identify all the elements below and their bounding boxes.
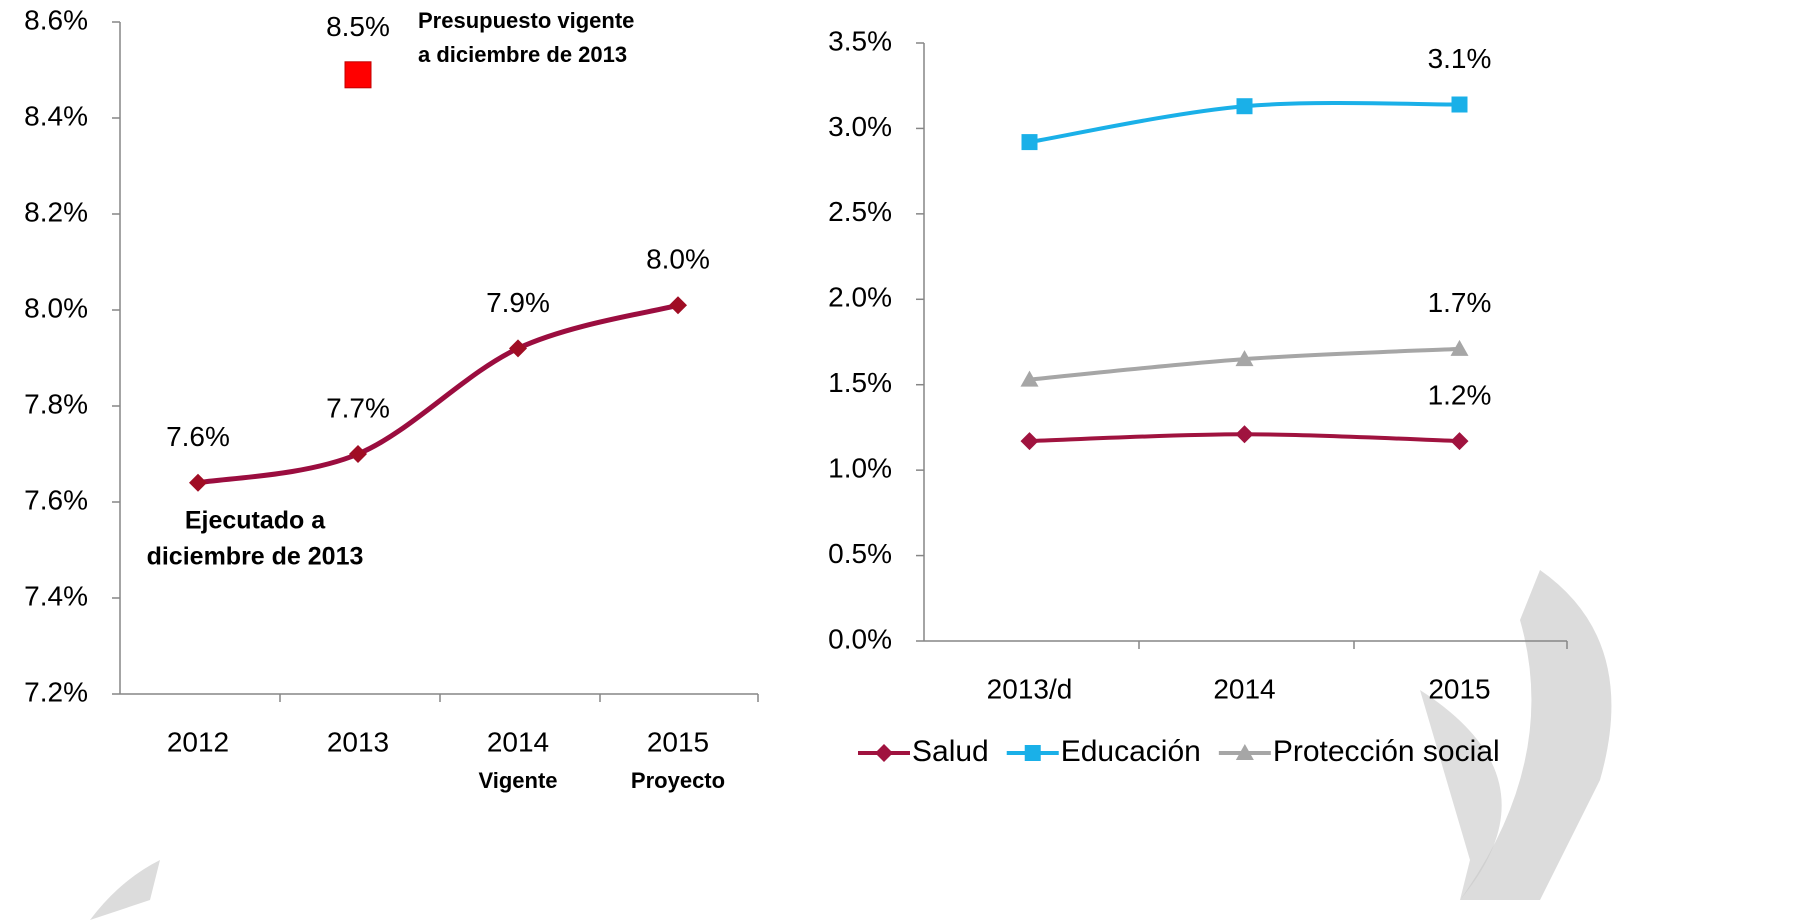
y-tick-label: 2.5% [828, 196, 892, 227]
marker [1021, 134, 1038, 151]
x-tick-label: 2014 [1213, 673, 1275, 704]
watermark [90, 860, 160, 920]
marker [349, 445, 367, 463]
x-tick-label: 2012 [167, 726, 229, 757]
marker [344, 61, 372, 89]
annotation: Presupuesto vigente [418, 8, 634, 33]
annotation: a diciembre de 2013 [418, 42, 627, 67]
data-label: 1.7% [1428, 287, 1492, 318]
data-label: 7.6% [166, 421, 230, 452]
x-tick-label: 2013 [327, 726, 389, 757]
y-tick-label: 8.6% [24, 4, 88, 35]
y-tick-label: 7.6% [24, 484, 88, 515]
marker [669, 296, 687, 315]
y-tick-label: 8.2% [24, 196, 88, 227]
legend-label: Salud [912, 735, 989, 768]
marker [1236, 98, 1253, 115]
data-label: 7.7% [326, 392, 390, 423]
y-tick-label: 8.0% [24, 292, 88, 323]
marker [1450, 432, 1469, 451]
x-tick-label: 2014 [487, 726, 549, 757]
y-tick-label: 3.5% [828, 25, 892, 56]
marker [1235, 744, 1254, 760]
x-tick-note: Vigente [478, 768, 557, 793]
data-label: 7.9% [486, 287, 550, 318]
annotation: diciembre de 2013 [147, 543, 364, 571]
marker [1020, 432, 1039, 451]
marker [875, 744, 893, 762]
marker [1450, 339, 1469, 356]
y-tick-label: 7.2% [24, 676, 88, 707]
y-tick-label: 3.0% [828, 111, 892, 142]
y-tick-label: 7.8% [24, 388, 88, 419]
data-label: 8.5% [326, 11, 390, 42]
marker [1235, 350, 1254, 367]
data-label: 3.1% [1428, 43, 1492, 74]
y-tick-label: 2.0% [828, 282, 892, 313]
marker [509, 339, 527, 358]
x-tick-note: Proyecto [631, 768, 725, 793]
marker [1020, 370, 1039, 387]
marker [1451, 96, 1468, 113]
x-tick-label: 2013/d [987, 673, 1073, 704]
y-tick-label: 8.4% [24, 100, 88, 131]
y-tick-label: 7.4% [24, 580, 88, 611]
annotation: Ejecutado a [185, 507, 326, 535]
x-tick-label: 2015 [1428, 673, 1490, 704]
watermark [1420, 690, 1502, 900]
y-tick-label: 0.5% [828, 538, 892, 569]
series-line [197, 302, 679, 486]
marker [1235, 425, 1254, 444]
x-tick-label: 2015 [647, 726, 709, 757]
marker [189, 473, 207, 492]
data-label: 1.2% [1428, 379, 1492, 410]
y-tick-label: 1.0% [828, 453, 892, 484]
marker [1024, 745, 1041, 761]
data-label: 8.0% [646, 244, 710, 275]
y-tick-label: 1.5% [828, 367, 892, 398]
watermark [1460, 570, 1612, 900]
legend-label: Educación [1061, 735, 1201, 768]
legend-label: Protección social [1273, 735, 1500, 768]
y-tick-label: 0.0% [828, 623, 892, 654]
